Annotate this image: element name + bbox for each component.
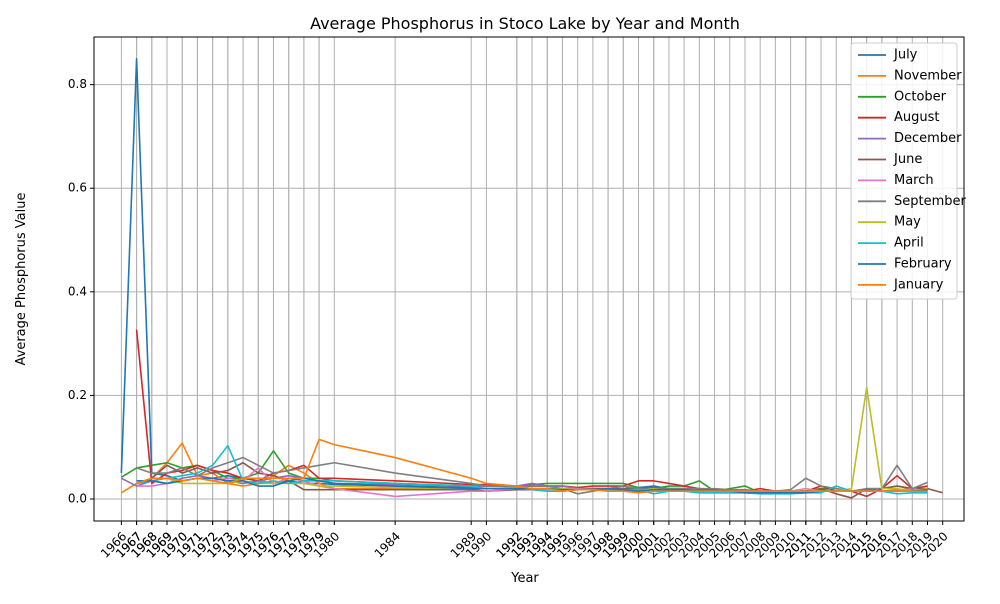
series-line-january <box>136 438 928 494</box>
y-tick-label: 0.4 <box>68 284 87 298</box>
legend-label-may: May <box>894 215 921 230</box>
legend-items: July November October August December June Mar… <box>858 48 967 292</box>
legend-label-august: August <box>894 110 940 125</box>
x-axis-label: Year <box>510 571 539 586</box>
chart-title: Average Phosphorus in Stoco Lake by Year… <box>310 14 740 33</box>
legend-label-september: September <box>894 194 967 209</box>
legend-label-july: July <box>893 48 918 63</box>
y-tick-label: 0.6 <box>68 181 87 195</box>
legend-label-april: April <box>894 236 924 251</box>
legend-label-january: January <box>893 277 944 292</box>
plot-frame <box>93 36 965 522</box>
series-lines <box>120 57 943 499</box>
y-axis-ticks: 0.0 0.2 0.4 0.6 0.8 <box>68 77 94 505</box>
gridlines <box>94 37 964 521</box>
x-axis-ticks: 1966196719671968196819691969197019701971… <box>98 521 951 561</box>
y-tick-label: 0.8 <box>68 77 87 91</box>
legend: July November October August December June Mar… <box>850 42 967 300</box>
legend-label-march: March <box>894 173 934 188</box>
legend-label-december: December <box>894 131 962 146</box>
y-tick-label: 0.0 <box>68 491 87 505</box>
series-line-august <box>135 329 928 498</box>
legend-label-june: June <box>893 152 922 167</box>
series-line-september <box>136 456 928 495</box>
legend-label-november: November <box>894 68 962 83</box>
y-axis-label: Average Phosphorus Value <box>14 193 29 366</box>
legend-label-october: October <box>894 89 947 104</box>
y-tick-label: 0.2 <box>68 388 87 402</box>
legend-label-february: February <box>894 257 952 272</box>
legend-box <box>850 42 958 300</box>
